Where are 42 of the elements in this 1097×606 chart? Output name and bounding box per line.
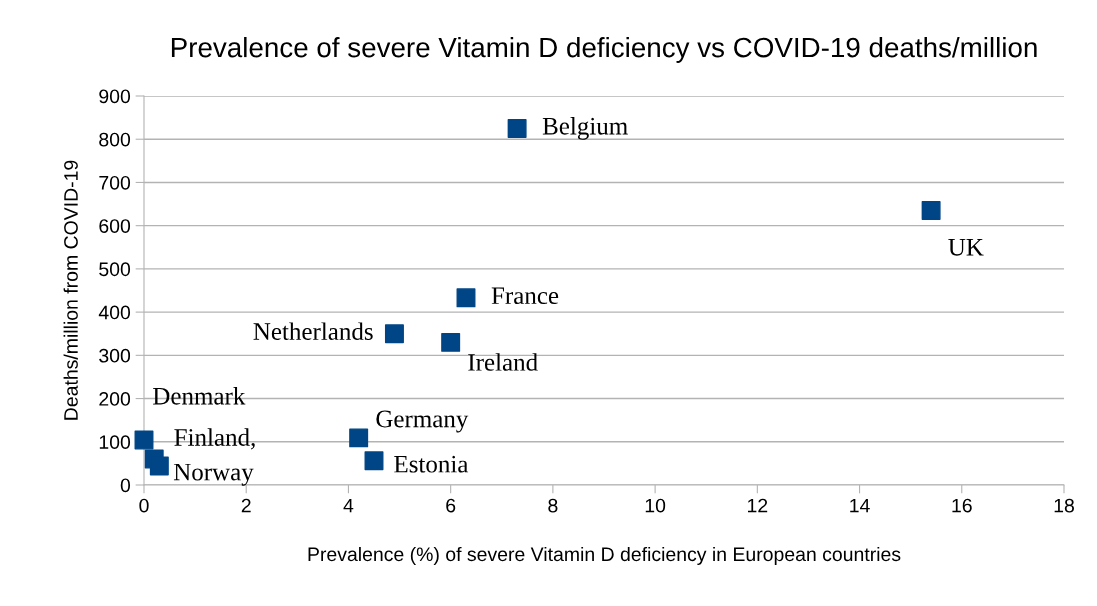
annotation: Netherlands bbox=[253, 322, 373, 340]
x-tick-label: 6 bbox=[446, 498, 456, 513]
x-tick-label: 14 bbox=[850, 498, 870, 513]
point bbox=[349, 428, 369, 448]
x-tick-label: 18 bbox=[1054, 498, 1074, 513]
point bbox=[921, 201, 941, 221]
annotation: UK bbox=[948, 239, 984, 256]
point bbox=[441, 332, 461, 352]
y-tick-label: 200 bbox=[99, 392, 131, 406]
annotation: Estonia bbox=[394, 455, 469, 473]
point bbox=[134, 430, 154, 450]
annotation: France bbox=[491, 287, 559, 305]
annotation: Denmark bbox=[153, 387, 246, 405]
y-tick-label: 0 bbox=[120, 478, 131, 493]
x-axis-title: Prevalence (%) of severe Vitamin D deficiency in European countries bbox=[308, 546, 901, 565]
y-tick-label: 500 bbox=[99, 262, 131, 277]
point bbox=[384, 324, 404, 344]
y-tick-label: 600 bbox=[99, 219, 131, 233]
y-tick-label: 900 bbox=[99, 89, 131, 104]
annotation: Norway bbox=[173, 463, 254, 486]
x-tick-label: 10 bbox=[645, 498, 666, 513]
annotation: Finland, bbox=[174, 428, 255, 450]
y-tick-label: 800 bbox=[99, 132, 131, 147]
x-tick-label: 2 bbox=[241, 498, 251, 513]
y-tick-label: 700 bbox=[99, 175, 131, 190]
point bbox=[364, 451, 384, 471]
chart-title: Prevalence of severe Vitamin D deficiency vs COVID-19 deaths/million bbox=[171, 36, 1037, 63]
point bbox=[149, 456, 169, 476]
annotation: Ireland bbox=[468, 353, 538, 371]
x-tick-label: 0 bbox=[139, 498, 149, 513]
x-tick-label: 4 bbox=[343, 498, 354, 513]
x-tick-label: 16 bbox=[952, 498, 972, 513]
y-axis-title: Deaths/million from COVID-19 bbox=[63, 160, 78, 420]
x-tick-label: 12 bbox=[748, 498, 768, 513]
x-tick-label: 8 bbox=[548, 498, 558, 513]
y-tick-label: 100 bbox=[99, 435, 131, 450]
annotation: Germany bbox=[376, 410, 469, 433]
point bbox=[456, 288, 476, 308]
annotation: Belgium bbox=[542, 117, 628, 140]
y-tick-label: 400 bbox=[98, 305, 131, 320]
y-tick-label: 300 bbox=[99, 348, 131, 363]
point bbox=[507, 118, 527, 138]
